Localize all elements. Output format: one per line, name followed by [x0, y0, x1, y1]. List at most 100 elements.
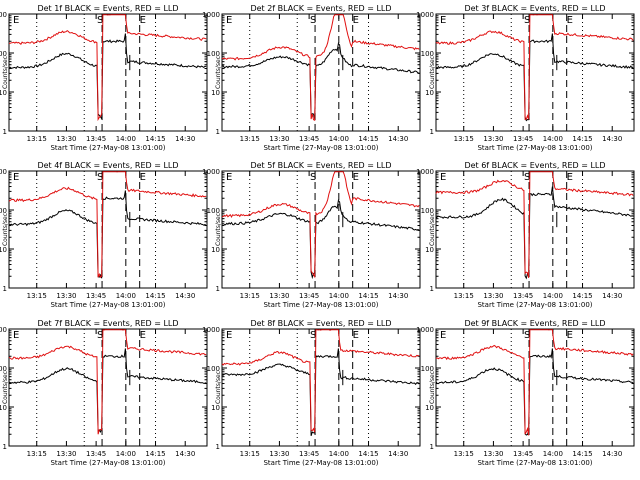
- y-tick-label: 1: [430, 128, 434, 136]
- y-tick-label: 1000: [0, 11, 7, 19]
- plot-title: Det 7f BLACK = Events, RED = LLD: [37, 319, 178, 328]
- x-tick-label: 14:15: [145, 135, 165, 143]
- x-tick-label: 14:30: [175, 292, 195, 300]
- event-marker-label: E: [226, 172, 232, 183]
- plot-panel: Det 7f BLACK = Events, RED = LLD 1 10 100 10…: [0, 319, 208, 467]
- y-axis-label: Counts/sec: [2, 213, 9, 246]
- event-marker-label: S: [97, 330, 103, 341]
- y-tick-label: 100: [0, 365, 7, 373]
- plot-title: Det 9f BLACK = Events, RED = LLD: [464, 319, 605, 328]
- x-tick-label: 13:30: [483, 135, 503, 143]
- y-tick-label: 1: [3, 128, 7, 136]
- y-tick-label: 1: [216, 285, 220, 293]
- lld-series-line: [221, 14, 420, 122]
- event-marker-label: E: [353, 330, 359, 341]
- y-tick-label: 1: [216, 443, 220, 451]
- x-tick-label: 14:15: [145, 450, 165, 458]
- y-axis-label: Counts/sec: [215, 56, 222, 89]
- plot-title: Det 6f BLACK = Events, RED = LLD: [464, 161, 605, 170]
- y-axis-label: Counts/sec: [429, 56, 436, 89]
- x-tick-label: 14:00: [329, 135, 349, 143]
- y-tick-label: 1000: [0, 168, 7, 176]
- y-tick-label: 100: [421, 207, 434, 215]
- plot-panel: Det 9f BLACK = Events, RED = LLD 1 10 100 10…: [416, 319, 635, 467]
- x-axis-label: Start Time (27-May-08 13:01:00): [477, 144, 592, 152]
- x-tick-label: 13:30: [483, 292, 503, 300]
- lld-series-line: [435, 329, 634, 436]
- x-tick-label: 13:45: [299, 135, 319, 143]
- y-tick-label: 100: [207, 207, 220, 215]
- y-tick-label: 10: [211, 404, 220, 412]
- x-axis-label: Start Time (27-May-08 13:01:00): [263, 301, 378, 309]
- x-tick-label: 13:45: [86, 135, 106, 143]
- events-series-line: [221, 42, 420, 120]
- x-tick-label: 13:15: [27, 135, 47, 143]
- events-series-line: [8, 348, 207, 434]
- y-tick-label: 1000: [0, 326, 7, 334]
- y-tick-label: 1000: [202, 326, 220, 334]
- x-axis-label: Start Time (27-May-08 13:01:00): [50, 459, 165, 467]
- plot-frame: [221, 170, 421, 289]
- plot-frame: [221, 328, 421, 447]
- plot-panel: Det 8f BLACK = Events, RED = LLD 1 10 100 10…: [202, 319, 421, 467]
- x-tick-label: 14:30: [602, 292, 622, 300]
- x-tick-label: 14:15: [358, 292, 378, 300]
- event-marker-label: E: [440, 15, 446, 26]
- plot-frame: [435, 13, 635, 132]
- event-marker-label: E: [140, 15, 146, 26]
- x-tick-label: 13:15: [240, 450, 260, 458]
- plot-title: Det 1f BLACK = Events, RED = LLD: [37, 4, 178, 13]
- event-marker-label: S: [524, 15, 530, 26]
- x-tick-label: 13:15: [454, 292, 474, 300]
- x-tick-label: 14:15: [358, 450, 378, 458]
- y-tick-label: 1000: [202, 11, 220, 19]
- event-marker-label: S: [97, 172, 103, 183]
- y-tick-label: 100: [0, 207, 7, 215]
- x-tick-label: 14:15: [572, 450, 592, 458]
- plot-frame: [221, 13, 421, 132]
- event-marker-label: E: [353, 15, 359, 26]
- x-tick-label: 14:00: [116, 450, 136, 458]
- x-tick-label: 14:15: [145, 292, 165, 300]
- event-marker-label: S: [310, 330, 316, 341]
- y-tick-label: 1000: [416, 168, 434, 176]
- x-axis-label: Start Time (27-May-08 13:01:00): [477, 301, 592, 309]
- plot-frame: [435, 170, 635, 289]
- y-tick-label: 1: [216, 128, 220, 136]
- y-tick-label: 10: [0, 246, 7, 254]
- x-tick-label: 13:15: [27, 450, 47, 458]
- event-marker-label: E: [567, 15, 573, 26]
- x-tick-label: 13:30: [269, 292, 289, 300]
- x-tick-label: 14:15: [358, 135, 378, 143]
- y-tick-label: 1: [3, 285, 7, 293]
- events-series-line: [435, 186, 634, 280]
- x-tick-label: 14:00: [329, 292, 349, 300]
- event-marker-label: E: [140, 330, 146, 341]
- lld-series-line: [8, 329, 207, 435]
- plot-panel: Det 1f BLACK = Events, RED = LLD 1 10 100 10…: [0, 4, 208, 152]
- y-tick-label: 100: [421, 50, 434, 58]
- plot-panel: Det 3f BLACK = Events, RED = LLD 1 10 100 10…: [416, 4, 635, 152]
- y-tick-label: 1: [430, 285, 434, 293]
- event-marker-label: E: [226, 15, 232, 26]
- x-tick-label: 13:45: [86, 450, 106, 458]
- y-axis-label: Counts/sec: [215, 371, 222, 404]
- plot-title: Det 2f BLACK = Events, RED = LLD: [250, 4, 391, 13]
- x-tick-label: 14:00: [116, 135, 136, 143]
- event-marker-label: S: [524, 330, 530, 341]
- event-marker-label: E: [13, 15, 19, 26]
- events-series-line: [435, 33, 634, 122]
- plot-title: Det 5f BLACK = Events, RED = LLD: [250, 161, 391, 170]
- x-tick-label: 14:15: [572, 292, 592, 300]
- x-tick-label: 14:00: [329, 450, 349, 458]
- event-marker-label: E: [567, 172, 573, 183]
- y-axis-label: Counts/sec: [215, 213, 222, 246]
- y-tick-label: 10: [425, 89, 434, 97]
- x-tick-label: 13:45: [299, 450, 319, 458]
- y-tick-label: 10: [211, 89, 220, 97]
- y-axis-label: Counts/sec: [429, 371, 436, 404]
- lld-series-line: [435, 14, 634, 120]
- y-tick-label: 1000: [416, 11, 434, 19]
- x-tick-label: 14:15: [572, 135, 592, 143]
- event-marker-label: E: [140, 172, 146, 183]
